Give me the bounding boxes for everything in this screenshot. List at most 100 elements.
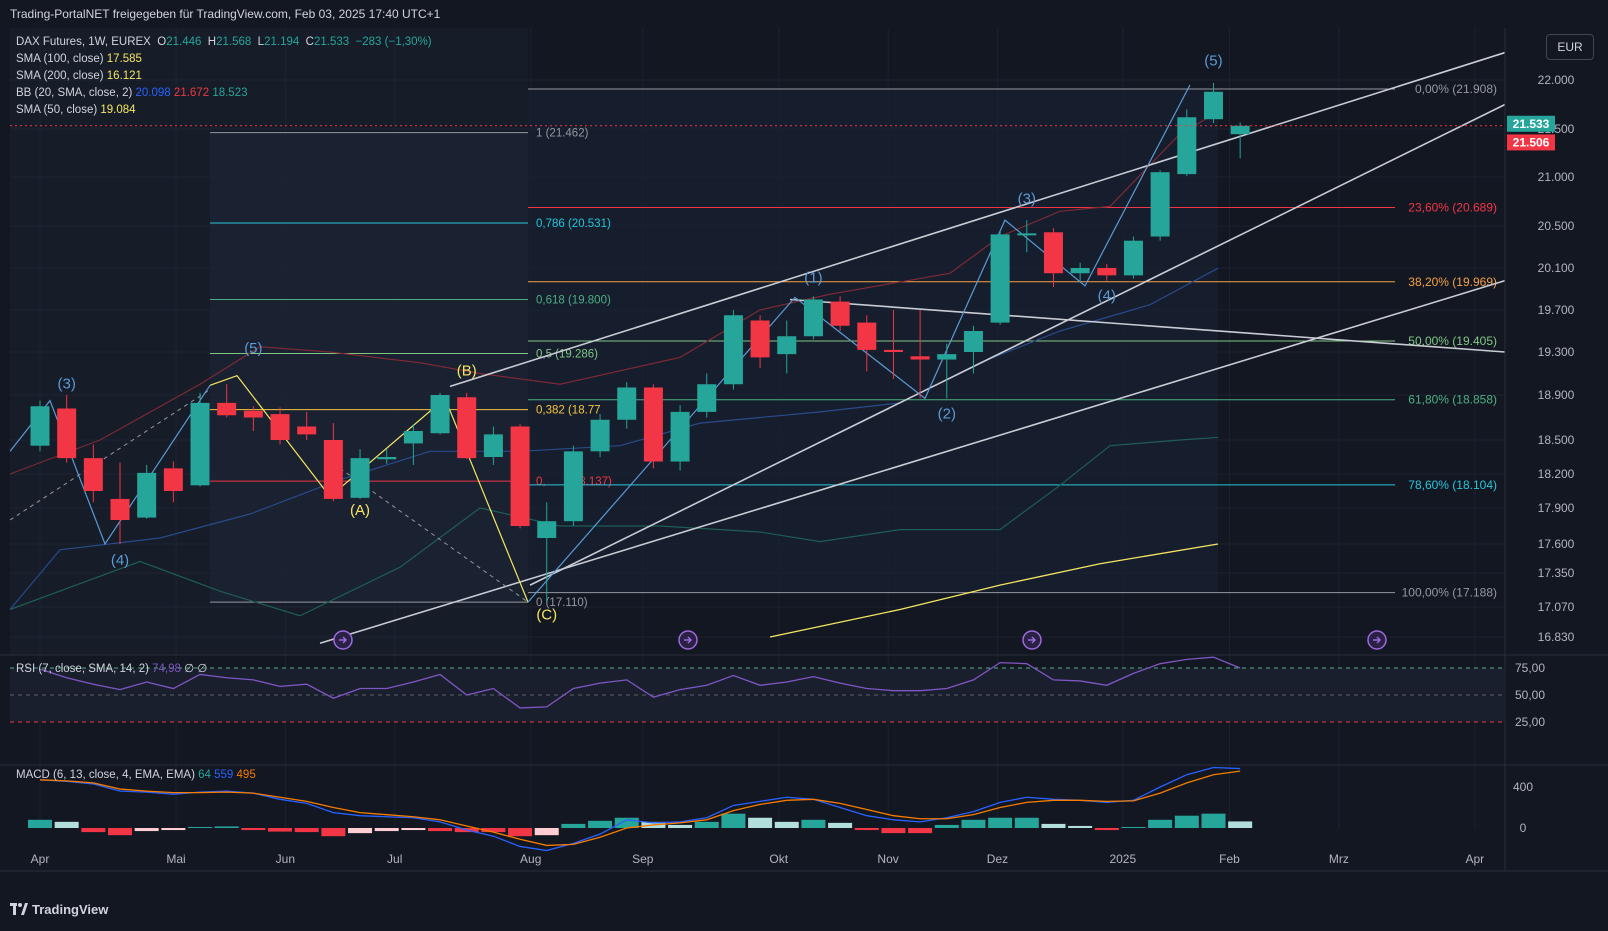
y-tick-label: 17.350 bbox=[1538, 566, 1575, 580]
candle-body bbox=[270, 414, 290, 440]
bb-lower: 18.523 bbox=[212, 87, 248, 99]
macd-label: MACD (6, 13, close, 4, EMA, EMA) bbox=[16, 769, 195, 781]
macd-histogram-bar bbox=[854, 828, 879, 831]
x-tick-label: Okt bbox=[769, 852, 788, 866]
ohlc-open-label: O bbox=[157, 36, 167, 48]
fib-left-label: 0,786 (20.531) bbox=[536, 218, 611, 230]
x-tick-label: Aug bbox=[520, 852, 541, 866]
candle-body bbox=[617, 387, 637, 420]
candle-body bbox=[1177, 117, 1197, 175]
bb-upper: 21.672 bbox=[173, 87, 210, 99]
macd-histogram-bar bbox=[321, 828, 346, 837]
macd-histogram-bar bbox=[668, 824, 693, 828]
sma100-value: 17.585 bbox=[106, 53, 142, 65]
y-tick-label: 22.000 bbox=[1538, 73, 1575, 87]
currency-button[interactable]: EUR bbox=[1546, 34, 1594, 60]
price-chart[interactable]: 16.830 17.070 17.350 17.600 17.900 18.200 18.5… bbox=[0, 28, 1608, 900]
candle-body bbox=[1150, 172, 1170, 237]
fib-box-left bbox=[210, 132, 528, 603]
candle-body bbox=[670, 411, 690, 462]
x-tick-label: Feb bbox=[1219, 852, 1240, 866]
candle-body bbox=[1017, 233, 1037, 236]
candle-body bbox=[483, 434, 503, 457]
bb-upper-line bbox=[9, 111, 1219, 475]
event-arrow-icon bbox=[684, 636, 693, 644]
tradingview-logo[interactable]: TradingView bbox=[10, 902, 108, 917]
wave-label: (C) bbox=[536, 607, 557, 624]
wave-label: (4) bbox=[111, 552, 129, 569]
sma200-label: SMA (200, close) bbox=[16, 70, 104, 82]
fib-left-label: 0,5 (19.286) bbox=[536, 349, 598, 361]
fib-right-label: 0,00% (21.908) bbox=[1415, 82, 1497, 96]
fib-right-label: 61,80% (18.858) bbox=[1408, 393, 1497, 407]
x-tick-label: Jun bbox=[276, 852, 295, 866]
wave-label: (3) bbox=[58, 376, 76, 393]
macd-histogram-bar bbox=[774, 821, 799, 828]
tradingview-icon bbox=[10, 903, 28, 915]
x-tick-label: Sep bbox=[632, 852, 654, 866]
symbol-legend: DAX Futures, 1W, EUREX O21.446 H21.568 L… bbox=[16, 34, 432, 51]
candle-body bbox=[403, 431, 423, 444]
y-tick-label: 17.900 bbox=[1538, 501, 1575, 515]
macd-histogram-bar bbox=[561, 823, 586, 828]
candle-body bbox=[697, 384, 717, 412]
x-tick-label: Dez bbox=[987, 852, 1008, 866]
candle-body bbox=[217, 402, 237, 416]
sma200-value: 16.121 bbox=[106, 70, 142, 82]
macd-hist-value: 64 bbox=[198, 769, 211, 781]
candle-body bbox=[1230, 125, 1250, 135]
macd-histogram-bar bbox=[1121, 826, 1146, 828]
candle-body bbox=[163, 468, 183, 491]
ohlc-close-label: C bbox=[305, 36, 314, 48]
wave-label: (A) bbox=[350, 502, 370, 519]
candle-body bbox=[1043, 232, 1063, 274]
x-tick-label: Mai bbox=[166, 852, 185, 866]
candle-body bbox=[830, 301, 850, 326]
wave-label: (3) bbox=[1018, 190, 1036, 207]
ohlc-change: −283 (−1,30%) bbox=[355, 36, 432, 48]
fib-left-label: 0,618 (19.800) bbox=[536, 295, 611, 307]
macd-histogram-bar bbox=[614, 817, 639, 828]
macd-histogram-bar bbox=[988, 817, 1013, 828]
candle-body bbox=[323, 440, 343, 499]
x-tick-label: 2025 bbox=[1109, 852, 1136, 866]
symbol-label: DAX Futures, 1W, EUREX bbox=[16, 36, 151, 48]
bb-label: BB (20, SMA, close, 2) bbox=[16, 87, 133, 99]
macd-histogram-bar bbox=[801, 819, 826, 828]
macd-histogram-bar bbox=[428, 828, 453, 832]
fib-right-label: 78,60% (18.104) bbox=[1408, 478, 1497, 492]
bb-lower-line bbox=[9, 436, 1219, 617]
candle-body bbox=[1123, 240, 1143, 276]
y-tick-label: 20.100 bbox=[1538, 261, 1575, 275]
macd-histogram-bar bbox=[374, 828, 399, 832]
sma50-label: SMA (50, close) bbox=[16, 104, 98, 116]
candle-body bbox=[430, 395, 450, 434]
ohlc-low-label: L bbox=[257, 36, 265, 48]
candle-body bbox=[1097, 268, 1117, 276]
wave-label: (5) bbox=[1204, 52, 1222, 69]
macd-value: 559 bbox=[214, 769, 234, 781]
candle-body bbox=[803, 299, 823, 337]
fib-left-label: 0,382 (18.77 bbox=[536, 405, 601, 417]
sma200-legend: SMA (200, close) 16.121 bbox=[16, 68, 432, 85]
event-arrow-icon bbox=[1373, 636, 1382, 644]
ohlc-high-label: H bbox=[207, 36, 217, 48]
y-tick-label: 18.200 bbox=[1538, 467, 1575, 481]
x-tick-label: Jul bbox=[387, 852, 402, 866]
x-tick-label: Apr bbox=[1466, 852, 1485, 866]
bb-basis: 20.098 bbox=[135, 87, 171, 99]
macd-histogram-bar bbox=[694, 821, 719, 828]
y-tick-label: 17.600 bbox=[1538, 537, 1575, 551]
fib-left-label: 0, bbox=[536, 476, 546, 488]
trendline-upper-channel bbox=[449, 51, 1506, 388]
candle-body bbox=[510, 426, 530, 526]
candle-body bbox=[1070, 268, 1090, 274]
macd-histogram-bar bbox=[161, 828, 186, 831]
fib-left-label: 1 (21.462) bbox=[536, 128, 589, 140]
rsi-extra1: ∅ bbox=[184, 663, 195, 675]
candle-body bbox=[83, 458, 103, 491]
candle-body bbox=[243, 410, 263, 418]
rsi-legend: RSI (7, close, SMA, 14, 2) 74,98 ∅ ∅ bbox=[16, 661, 207, 675]
sma200-line bbox=[769, 543, 1219, 638]
wave-label: (2) bbox=[938, 406, 956, 423]
